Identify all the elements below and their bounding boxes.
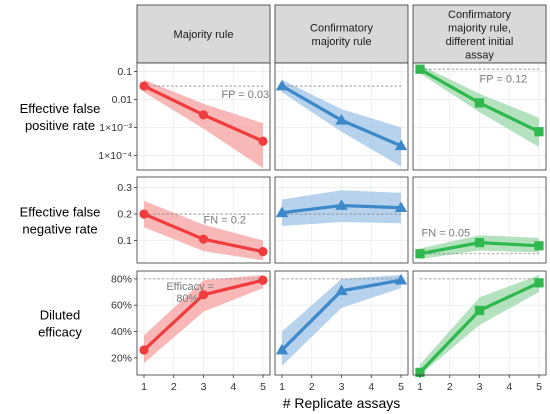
confidence-band xyxy=(282,274,401,366)
y-tick-label-r3-3: 40% xyxy=(111,326,132,338)
data-point-1 xyxy=(415,249,425,259)
row-label-1-line-1: Effective false xyxy=(20,101,101,116)
confidence-band xyxy=(144,274,263,364)
data-point-2 xyxy=(474,238,485,248)
strip-header-1 xyxy=(136,4,271,64)
x-axis-title: # Replicate assays xyxy=(283,395,401,411)
y-tick-label-r3-2: 60% xyxy=(111,300,132,312)
strip-title-3-line-4: assay xyxy=(465,49,494,61)
data-point-1 xyxy=(415,367,425,377)
annotation-text-line-1: Efficacy = xyxy=(166,281,214,293)
panel-r3-c3: 1 2 3 4 5 xyxy=(412,270,547,393)
data-point-3 xyxy=(534,127,544,137)
data-point-3 xyxy=(394,201,408,213)
data-point-1 xyxy=(139,209,149,219)
y-tick-label-r3-1: 80% xyxy=(111,273,132,285)
x-tick-label-c3-5: 5 xyxy=(536,381,542,393)
strip-header-2 xyxy=(274,4,409,64)
confidence-band xyxy=(420,274,539,375)
row-label-3-line-1: Diluted xyxy=(40,308,80,323)
x-tick-label-c2-1: 1 xyxy=(279,381,285,393)
data-point-1 xyxy=(275,79,289,91)
y-tick-label-r1-3: 1×10⁻³ xyxy=(99,122,132,134)
panel-r2-c1: FN = 0.2 xyxy=(136,176,271,264)
data-point-2 xyxy=(335,114,348,125)
data-point-2 xyxy=(335,284,348,296)
data-point-3 xyxy=(258,136,268,146)
panel-r1-c1: FP = 0.03 xyxy=(136,62,271,171)
x-tick-label-c3-2: 2 xyxy=(447,381,453,393)
row-label-2-line-2: negative rate xyxy=(22,222,97,237)
panel-border xyxy=(136,176,271,264)
data-point-2 xyxy=(198,290,209,300)
x-tick-label-c1-1: 1 xyxy=(141,381,147,393)
annotation-text-line-1: FP = 0.12 xyxy=(480,74,528,86)
data-point-2 xyxy=(198,234,209,244)
y-tick-label-r1-2: 0.01 xyxy=(112,94,133,106)
panel-r2-c3: FN = 0.05 xyxy=(412,176,547,264)
strip-title-1-line-1: Majority rule xyxy=(174,29,234,41)
x-tick-label-c3-3: 3 xyxy=(477,381,483,393)
x-tick-label-c2-3: 3 xyxy=(339,381,345,393)
y-tick-label-r1-4: 1×10⁻⁴ xyxy=(98,150,132,162)
data-point-3 xyxy=(534,278,544,288)
x-tick-label-c3-1: 1 xyxy=(417,381,423,393)
y-tick-label-r2-3: 0.1 xyxy=(117,235,132,247)
panel-r1-c2 xyxy=(274,62,409,171)
annotation-text-line-1: FN = 0.2 xyxy=(204,214,247,226)
annotation-text-line-1: FN = 0.05 xyxy=(421,228,470,240)
panel-r3-c2: 1 2 3 4 5 xyxy=(274,270,409,393)
panel-border xyxy=(412,176,547,264)
x-tick-label-c2-5: 5 xyxy=(398,381,404,393)
x-tick-label-c3-4: 4 xyxy=(506,381,512,393)
row-label-1-line-2: positive rate xyxy=(25,118,95,133)
panel-border xyxy=(412,62,547,171)
data-point-2 xyxy=(474,305,485,316)
data-point-2 xyxy=(335,199,348,210)
data-point-3 xyxy=(394,139,408,151)
annotation-text-line-1: FP = 0.03 xyxy=(221,89,269,101)
strip-title-3-line-1: Confirmatory xyxy=(448,9,511,21)
data-point-2 xyxy=(198,110,209,120)
strip-title-2-line-1: Confirmatory xyxy=(310,22,373,34)
x-tick-label-c1-2: 2 xyxy=(171,381,177,393)
x-tick-label-c1-3: 3 xyxy=(201,381,207,393)
row-label-2-line-1: Effective false xyxy=(20,205,101,220)
panel-r1-c3: FP = 0.12 xyxy=(412,62,547,171)
data-point-2 xyxy=(474,98,485,108)
y-tick-label-r1-1: 0.1 xyxy=(117,66,132,78)
y-tick-label-r3-4: 20% xyxy=(111,352,132,364)
data-point-1 xyxy=(275,343,289,355)
data-point-1 xyxy=(139,345,149,355)
row-label-3-line-2: efficacy xyxy=(38,325,82,340)
data-point-3 xyxy=(394,274,408,285)
annotation-text-line-2: 80% xyxy=(176,293,198,305)
data-point-3 xyxy=(534,241,544,251)
strip-title-3-line-3: different initial xyxy=(446,36,514,48)
x-tick-label-c1-5: 5 xyxy=(260,381,266,393)
data-point-3 xyxy=(258,275,268,285)
panel-border xyxy=(274,62,409,171)
y-tick-label-r2-2: 0.2 xyxy=(117,209,132,221)
panel-border xyxy=(274,176,409,264)
data-point-1 xyxy=(415,64,425,74)
panel-r3-c1: Efficacy =80% 1 2 3 4 5 xyxy=(136,270,271,393)
panel-border xyxy=(136,62,271,171)
x-tick-label-c2-4: 4 xyxy=(368,381,374,393)
y-tick-label-r2-1: 0.3 xyxy=(117,182,132,194)
data-point-1 xyxy=(139,81,149,91)
panel-r2-c2 xyxy=(274,176,409,264)
x-tick-label-c1-4: 4 xyxy=(230,381,236,393)
data-point-3 xyxy=(258,247,268,257)
strip-title-3-line-2: majority rule, xyxy=(448,22,511,34)
x-tick-label-c2-2: 2 xyxy=(309,381,315,393)
data-point-1 xyxy=(275,206,289,218)
strip-title-2-line-2: majority rule xyxy=(312,36,372,48)
strip-header-3 xyxy=(412,4,547,64)
